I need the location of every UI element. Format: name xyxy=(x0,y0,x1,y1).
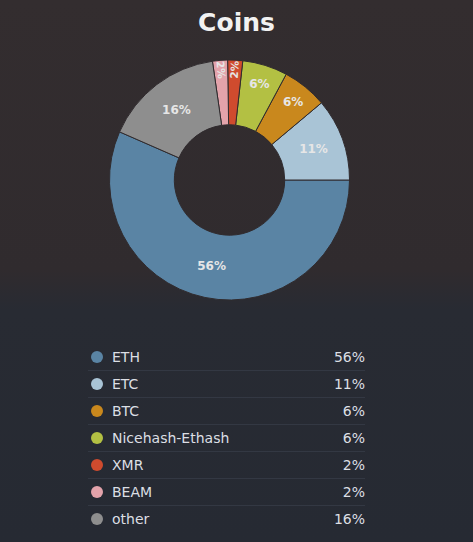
html-text:BEAM: BEAM xyxy=(112,484,153,500)
html-text:ETC: ETC xyxy=(112,376,139,392)
html-text:other: other xyxy=(112,511,150,527)
html-text:BTC: BTC xyxy=(112,403,140,419)
svg-text:16%: 16% xyxy=(162,103,191,117)
html-text:16%: 16% xyxy=(333,511,365,527)
svg-text:6%: 6% xyxy=(249,77,269,91)
html-text:XMR: XMR xyxy=(112,457,144,473)
html-text:56%: 56% xyxy=(333,349,365,365)
html-text:6%: 6% xyxy=(342,430,365,446)
svg-text:56%: 56% xyxy=(197,259,226,273)
html-text:6%: 6% xyxy=(342,403,365,419)
html-text:2%: 2% xyxy=(342,457,365,473)
svg-text:2%: 2% xyxy=(228,60,241,79)
svg-text:Coins: Coins xyxy=(198,8,275,37)
html-text:11%: 11% xyxy=(333,376,365,392)
svg-text:11%: 11% xyxy=(299,142,328,156)
svg-text:2%: 2% xyxy=(215,61,228,80)
html-text:ETH: ETH xyxy=(112,349,140,365)
html-text:Nicehash-Ethash: Nicehash-Ethash xyxy=(112,430,230,446)
svg-text:6%: 6% xyxy=(283,95,303,109)
html-text:2%: 2% xyxy=(342,484,365,500)
